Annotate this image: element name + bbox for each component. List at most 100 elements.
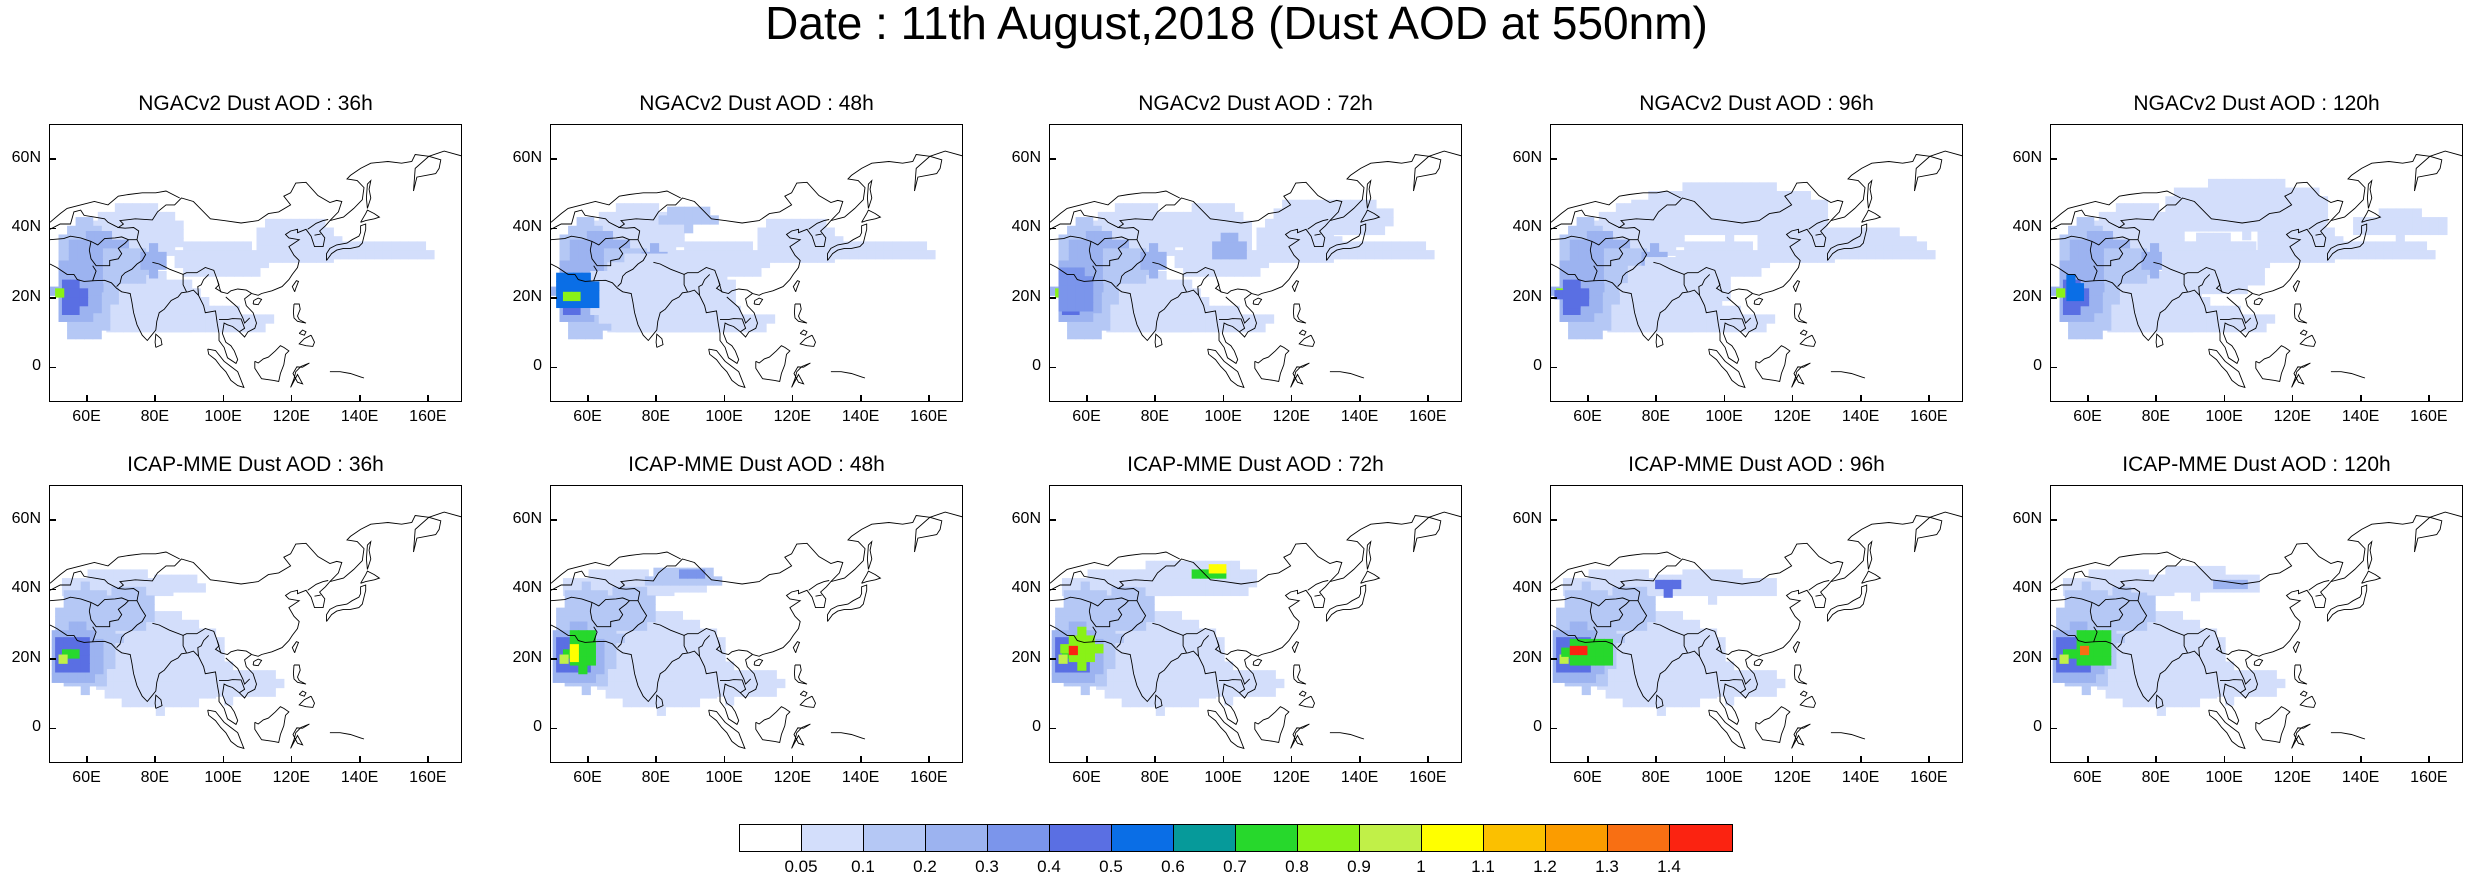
aod-cell	[1265, 314, 1274, 323]
aod-cell	[662, 576, 671, 585]
aod-cell	[676, 254, 685, 263]
aod-cell	[1623, 578, 1632, 587]
aod-cell	[2102, 313, 2111, 322]
aod-cell	[94, 665, 103, 674]
aod-cell	[1265, 245, 1274, 254]
aod-cell	[217, 250, 226, 259]
aod-cell	[2087, 231, 2096, 240]
aod-cell	[1776, 679, 1785, 688]
aod-cell	[1674, 620, 1683, 629]
aod-cell	[783, 219, 792, 228]
aod-cell	[623, 681, 632, 690]
aod-cell	[1171, 569, 1180, 578]
coastline	[794, 665, 807, 684]
x-tick-mark	[1724, 395, 1726, 402]
coastline	[1253, 298, 1262, 305]
aod-cell	[139, 655, 148, 664]
aod-cell	[400, 250, 409, 259]
x-tick-label: 100E	[204, 408, 241, 426]
aod-cell	[578, 656, 587, 665]
aod-cell	[800, 228, 809, 237]
coastline	[1414, 156, 1441, 191]
aod-cell	[2141, 314, 2150, 323]
aod-cell	[1665, 217, 1674, 226]
aod-cell	[1848, 228, 1857, 237]
aod-cell	[682, 698, 691, 707]
aod-cell	[1238, 250, 1247, 259]
aod-cell	[659, 314, 668, 323]
x-tick-label: 120E	[1273, 769, 1310, 787]
aod-cell	[1595, 248, 1604, 257]
aod-cell	[103, 240, 112, 249]
aod-cell	[1708, 191, 1717, 200]
aod-cell	[577, 321, 586, 330]
aod-cell	[665, 611, 674, 620]
aod-cell	[1383, 250, 1392, 259]
aod-cell	[1248, 314, 1257, 323]
aod-cell	[1163, 587, 1172, 596]
aod-cell	[2112, 274, 2121, 283]
aod-cell	[590, 290, 599, 299]
aod-cell	[2222, 241, 2231, 250]
aod-cell	[582, 590, 591, 599]
x-tick-label: 100E	[705, 408, 742, 426]
aod-cell	[1708, 226, 1717, 235]
aod-cell	[1093, 287, 1102, 296]
aod-cell	[1146, 569, 1155, 578]
aod-cell	[1802, 200, 1811, 209]
aod-cell	[282, 219, 291, 228]
aod-cell	[590, 590, 599, 599]
aod-cell	[1624, 229, 1633, 238]
aod-cell	[2070, 248, 2079, 257]
aod-cell	[1076, 321, 1085, 330]
aod-cell	[1173, 637, 1182, 646]
aod-cell	[1614, 569, 1623, 578]
coastline	[1330, 372, 1364, 378]
aod-cell	[1776, 200, 1785, 209]
aod-cell	[1776, 191, 1785, 200]
aod-cell	[2350, 241, 2359, 250]
aod-cell	[1417, 241, 1426, 250]
aod-cell	[1076, 217, 1085, 226]
aod-cell	[205, 323, 214, 332]
aod-cell	[190, 670, 199, 679]
aod-cell	[1197, 561, 1206, 570]
aod-cell	[1640, 681, 1649, 690]
aod-cell	[2150, 297, 2159, 306]
aod-cell	[1670, 309, 1679, 318]
aod-cell	[1274, 236, 1283, 245]
aod-cell	[705, 568, 714, 577]
aod-cell	[1299, 236, 1308, 245]
aod-cell	[616, 323, 625, 332]
aod-cell	[130, 689, 139, 698]
aod-cell	[2141, 288, 2150, 297]
aod-cell	[1376, 226, 1385, 235]
aod-cell	[2310, 205, 2319, 214]
aod-cell	[2275, 254, 2284, 263]
y-tick-mark	[550, 158, 557, 160]
panel-title: NGACv2 Dust AOD : 72h	[1049, 92, 1462, 116]
aod-cell	[2159, 288, 2168, 297]
aod-cell	[2239, 259, 2248, 268]
aod-cell	[156, 628, 165, 637]
aod-cell	[2060, 243, 2069, 252]
aod-cell	[111, 257, 120, 266]
aod-cell	[1149, 203, 1158, 212]
aod-cell	[1582, 608, 1591, 617]
aod-cell	[1768, 200, 1777, 209]
aod-cell	[1207, 646, 1216, 655]
aod-cell	[667, 306, 676, 315]
map-canvas	[50, 486, 462, 763]
aod-cell	[226, 241, 235, 250]
aod-cell	[624, 262, 633, 271]
aod-cell	[173, 679, 182, 688]
aod-cell	[676, 280, 685, 289]
aod-cell	[140, 238, 149, 247]
aod-cell	[1577, 330, 1586, 339]
aod-cell	[2141, 203, 2150, 212]
aod-cell	[556, 616, 565, 625]
aod-cell	[122, 672, 131, 681]
aod-cell	[181, 698, 190, 707]
aod-cell	[2078, 240, 2087, 249]
aod-cell	[1086, 653, 1095, 662]
